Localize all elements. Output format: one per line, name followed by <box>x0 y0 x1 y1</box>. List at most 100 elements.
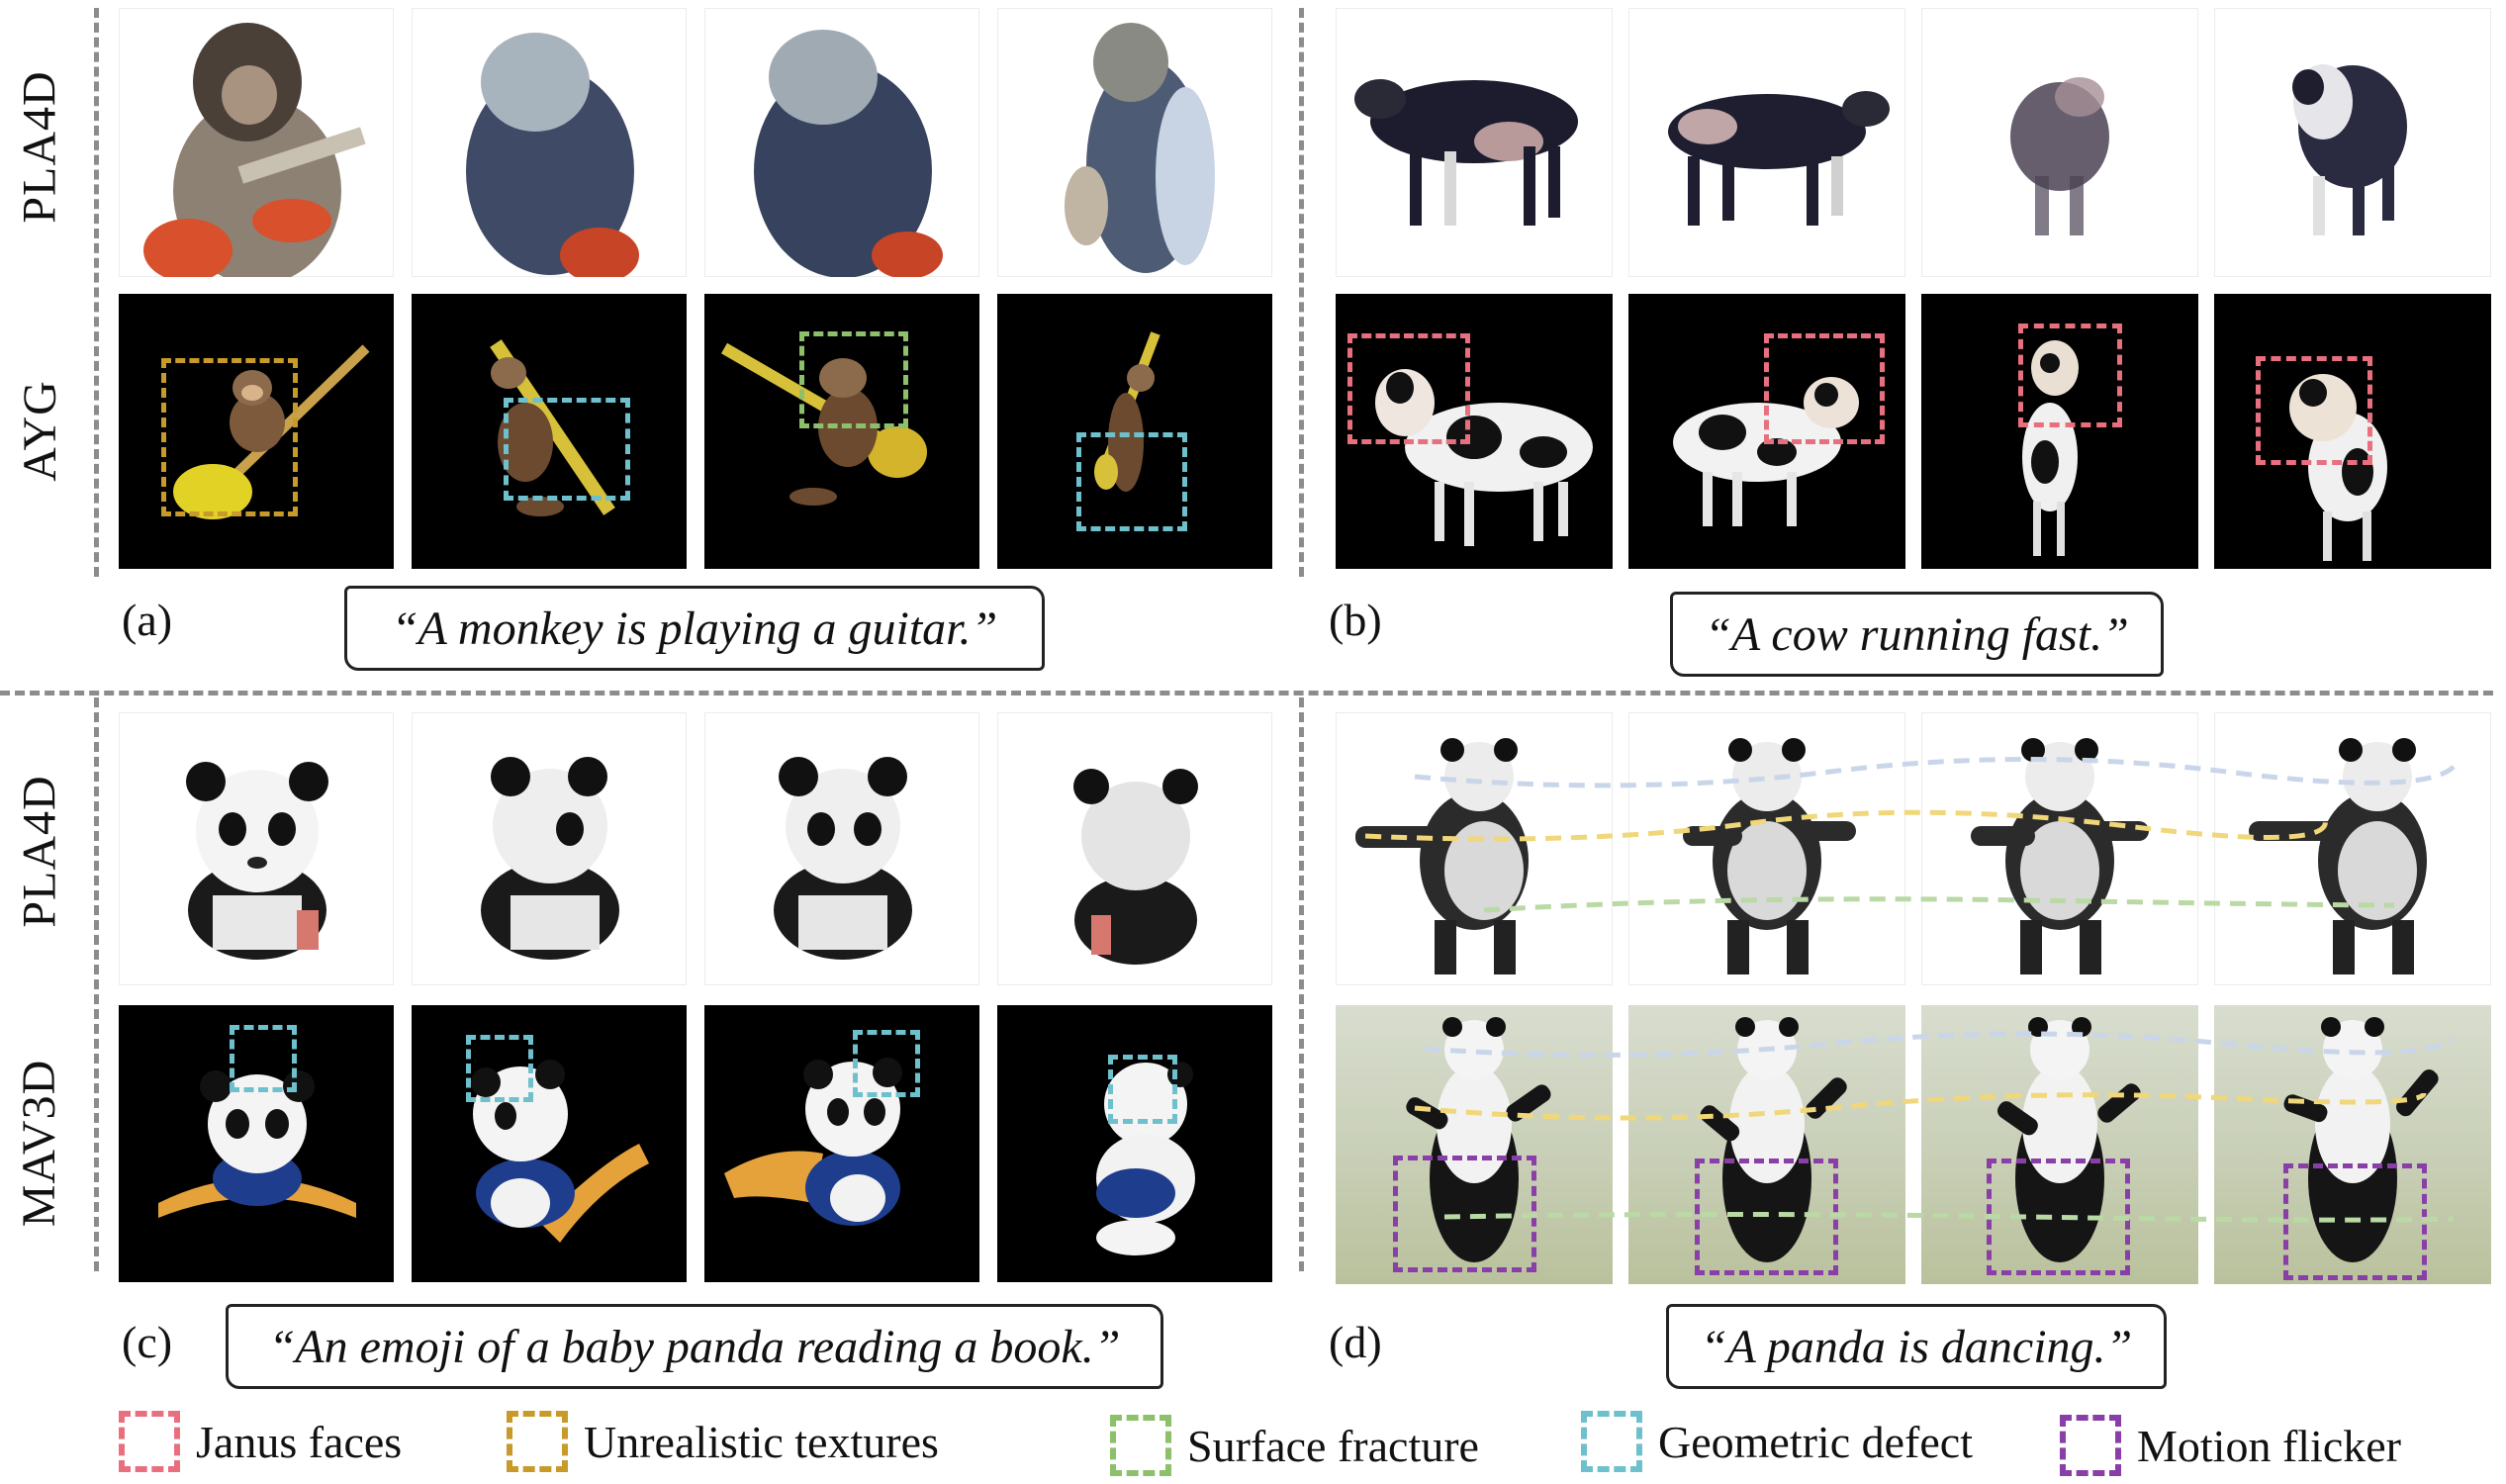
panda-emoji-image <box>471 1060 649 1243</box>
panel-c-pla4d-view-2 <box>412 712 687 985</box>
monkey-guitar-image <box>720 342 927 506</box>
legend-geometric-defect: Geometric defect <box>1581 1411 1973 1472</box>
panel-c-pla4d-view-4 <box>997 712 1272 985</box>
panel-b-ayg-view-4 <box>2214 294 2491 569</box>
geometric-defect-box <box>1108 1055 1177 1124</box>
panel-b-pla4d-view-2 <box>1628 8 1905 277</box>
cow-image <box>1673 377 1859 526</box>
legend-swatch-geometric-defect <box>1581 1411 1642 1472</box>
cow-render-image <box>2292 64 2407 235</box>
panel-d-mav3d-view-1 <box>1336 1005 1613 1284</box>
legend-label: Unrealistic textures <box>584 1416 939 1467</box>
panel-d-pla4d-view-4 <box>2214 712 2491 985</box>
cow-render-image <box>1354 79 1578 226</box>
separator-top-middle <box>1299 8 1304 577</box>
panel-d-mav3d-view-2 <box>1628 1005 1905 1284</box>
panel-c-mav3d-view-4 <box>997 1005 1272 1282</box>
cow-image <box>1375 369 1593 546</box>
motion-flicker-box <box>1393 1156 1536 1272</box>
row-label-a-ayg: AYG <box>13 380 66 482</box>
panel-b-letter: (b) <box>1329 595 1382 645</box>
panel-c-pla4d-view-1 <box>119 712 394 985</box>
panel-d-pla4d-view-3 <box>1921 712 2198 985</box>
legend-janus-faces: Janus faces <box>119 1411 402 1472</box>
dancing-panda-render-image <box>1683 738 1856 974</box>
surface-fracture-box <box>799 331 908 428</box>
legend-motion-flicker: Motion flicker <box>2060 1415 2401 1476</box>
panda-emoji-render-image <box>1073 769 1198 965</box>
panda-emoji-image <box>158 1070 356 1218</box>
panda-emoji-render-image <box>774 757 912 960</box>
panel-a-ayg-view-3 <box>704 294 979 569</box>
legend-label: Janus faces <box>196 1416 403 1467</box>
cow-image <box>2022 340 2079 556</box>
legend-swatch-motion-flicker <box>2060 1415 2121 1476</box>
panel-b-pla4d-view-1 <box>1336 8 1613 277</box>
panel-a-ayg-view-2 <box>412 294 687 569</box>
monkey-render-image <box>754 30 943 277</box>
geometric-defect-box <box>1076 432 1187 531</box>
geometric-defect-box <box>853 1030 920 1097</box>
motion-flicker-box <box>1695 1159 1838 1275</box>
panel-b-ayg-view-1 <box>1336 294 1613 569</box>
panel-c-pla4d-view-3 <box>704 712 979 985</box>
row-label-a-pla4d: PLA4D <box>13 69 66 224</box>
panda-emoji-image <box>1096 1062 1195 1255</box>
panel-d-mav3d-view-4 <box>2214 1005 2491 1284</box>
cow-render-image <box>2010 77 2109 235</box>
panel-a-ayg-view-4 <box>997 294 1272 569</box>
panda-emoji-render-image <box>186 762 328 960</box>
legend-surface-fracture: Surface fracture <box>1110 1415 1479 1476</box>
monkey-guitar-image <box>490 339 615 516</box>
legend-swatch-janus-faces <box>119 1411 180 1472</box>
monkey-render-image <box>143 23 366 277</box>
dancing-panda-render-image <box>2249 738 2427 974</box>
panel-d-caption: “A panda is dancing.” <box>1666 1304 2167 1389</box>
geometric-defect-box <box>466 1035 533 1102</box>
legend-unrealistic-textures: Unrealistic textures <box>507 1411 939 1472</box>
panel-c-mav3d-view-1 <box>119 1005 394 1282</box>
monkey-guitar-image <box>173 344 370 519</box>
panda-emoji-image <box>724 1058 902 1226</box>
panel-b-caption: “A cow running fast.” <box>1670 592 2164 677</box>
panel-b-pla4d-view-3 <box>1921 8 2198 277</box>
panel-a-pla4d-view-4 <box>997 8 1272 277</box>
legend-swatch-unrealistic-textures <box>507 1411 568 1472</box>
panel-b-pla4d-view-4 <box>2214 8 2491 277</box>
motion-flicker-box <box>2283 1163 2427 1280</box>
motion-flicker-box <box>1987 1159 2130 1275</box>
separator-horizontal <box>0 691 2493 696</box>
panel-c-caption: “An emoji of a baby panda reading a book… <box>226 1304 1163 1389</box>
panel-a-caption: “A monkey is playing a guitar.” <box>344 586 1045 671</box>
separator-c-left <box>94 697 99 1271</box>
monkey-guitar-image <box>1094 331 1160 492</box>
panel-c-mav3d-view-3 <box>704 1005 979 1282</box>
janus-faces-box <box>1764 333 1885 444</box>
panel-c-letter: (c) <box>122 1317 173 1367</box>
panel-a-pla4d-view-1 <box>119 8 394 277</box>
panel-c-mav3d-view-2 <box>412 1005 687 1282</box>
janus-faces-box <box>2018 324 2122 427</box>
separator-a-left <box>94 8 99 577</box>
unrealistic-textures-box <box>161 358 298 516</box>
panel-b-ayg-view-3 <box>1921 294 2198 569</box>
legend-swatch-surface-fracture <box>1110 1415 1171 1476</box>
panel-a-letter: (a) <box>122 595 173 645</box>
dancing-panda-render-image <box>1355 738 1529 974</box>
panel-a-ayg-view-1 <box>119 294 394 569</box>
monkey-render-image <box>466 33 639 277</box>
janus-faces-box <box>2256 356 2372 465</box>
panel-d-mav3d-view-3 <box>1921 1005 2198 1284</box>
row-label-c-mav3d: MAV3D <box>13 1059 66 1227</box>
separator-bottom-middle <box>1299 697 1304 1271</box>
panel-d-pla4d-view-2 <box>1628 712 1905 985</box>
monkey-render-image <box>1065 23 1215 273</box>
legend-label: Surface fracture <box>1187 1420 1479 1471</box>
janus-faces-box <box>1347 333 1470 444</box>
panel-a-pla4d-view-3 <box>704 8 979 277</box>
panda-emoji-render-image <box>481 757 619 960</box>
panel-d-letter: (d) <box>1329 1317 1382 1367</box>
panel-a-pla4d-view-2 <box>412 8 687 277</box>
legend-label: Geometric defect <box>1658 1416 1973 1467</box>
cow-render-image <box>1668 91 1890 226</box>
